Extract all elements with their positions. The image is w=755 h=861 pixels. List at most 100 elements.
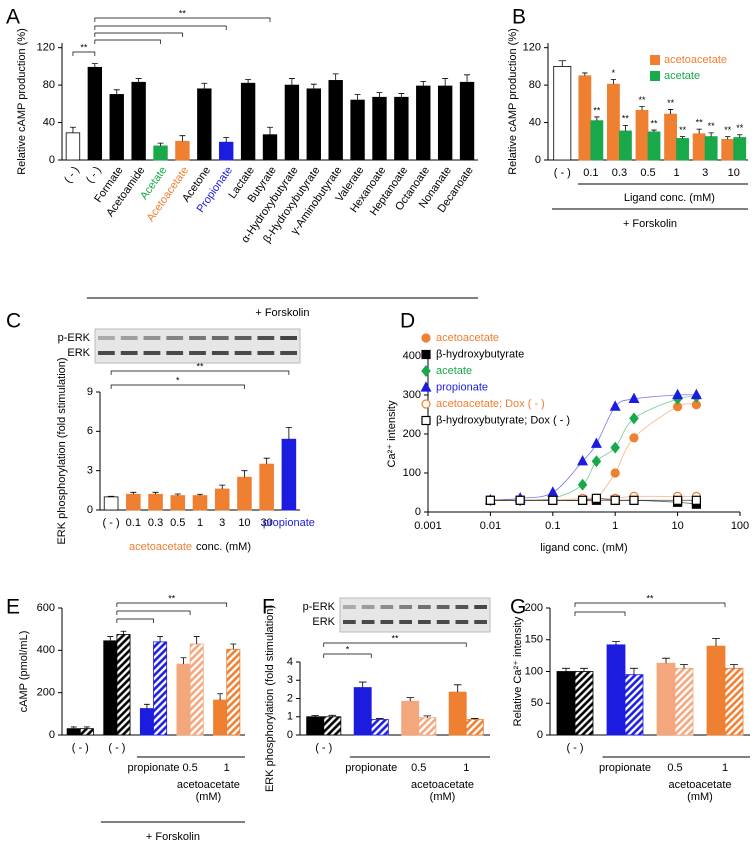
bar [281, 438, 297, 511]
error-bar [712, 638, 720, 647]
error-bar [622, 124, 629, 131]
x-tick-label: 0.5 [667, 762, 682, 774]
y-tick-label: 0 [535, 154, 541, 166]
error-bar [157, 636, 163, 642]
group-label: acetoacetate [411, 779, 474, 791]
x-tick-label: ( - ) [62, 165, 82, 186]
marker [629, 495, 639, 505]
x-axis-label-part: acetoacetate [129, 541, 192, 553]
group-label: (mM) [687, 791, 713, 803]
y-tick-label: 400 [403, 350, 421, 362]
bar [578, 75, 592, 161]
y-tick-label: 3 [287, 674, 293, 686]
y-tick-label: 120 [523, 42, 541, 54]
bar [401, 700, 420, 736]
x-tick-label: 1 [722, 762, 728, 774]
x-tick-label: 3 [702, 167, 708, 179]
significance-bracket [94, 32, 183, 37]
y-tick-label: 50 [531, 697, 543, 709]
error-bar [376, 718, 384, 720]
blot-band [474, 620, 487, 624]
legend-label: acetate [664, 70, 700, 82]
panel-letter: A [6, 6, 20, 29]
bar [416, 85, 431, 161]
x-tick-label: ( - ) [315, 742, 332, 754]
blot-band [143, 351, 161, 355]
y-tick-label: 0 [415, 506, 421, 518]
bar [353, 687, 372, 736]
x-tick-label: 10 [238, 517, 250, 529]
error-bar [730, 664, 738, 669]
legend-label: acetoacetate [664, 54, 727, 66]
x-tick-label: propionate [128, 762, 180, 774]
y-tick-label: 40 [529, 116, 541, 128]
panel-letter: F [262, 596, 275, 619]
significance-bracket [323, 653, 372, 658]
x-tick-label: 0.5 [640, 167, 655, 179]
blot-band [166, 336, 184, 340]
bar [556, 671, 576, 736]
y-tick-label: 40 [43, 116, 55, 128]
error-bar [594, 116, 600, 121]
x-axis-label: acetoacetate conc. (mM) [129, 541, 251, 553]
significance-label: ** [80, 42, 88, 52]
error-bar [288, 78, 295, 86]
error-bar [70, 726, 77, 729]
bar [284, 84, 300, 161]
legend-label: acetoacetate; Dox ( - ) [436, 398, 545, 410]
footnote: + Forskolin [146, 831, 200, 843]
blot-label: ERK [67, 347, 90, 359]
group-label: acetoacetate [669, 779, 732, 791]
error-bar [612, 641, 620, 645]
significance-label: ** [593, 105, 601, 115]
y-tick-label: 120 [37, 42, 55, 54]
blot-band [436, 605, 450, 609]
blot-band [211, 336, 229, 340]
blot-band [120, 336, 138, 340]
significance-bracket [574, 611, 626, 616]
bar [103, 496, 119, 511]
legend-label: β-hydroxybutyrate [436, 348, 524, 360]
error-bar [562, 667, 570, 672]
legend-marker [421, 399, 431, 409]
error-bar [179, 135, 186, 142]
bar [259, 463, 274, 511]
panel-letter: D [400, 310, 415, 333]
bar [139, 708, 154, 736]
y-tick-label: 200 [403, 428, 421, 440]
marker [629, 412, 639, 425]
x-tick-label: propionate [263, 517, 315, 529]
error-bar [108, 495, 115, 497]
blot-band [98, 336, 115, 340]
y-tick-label: 0 [49, 729, 55, 741]
error-bar [193, 636, 200, 644]
blot-band [280, 351, 297, 355]
significance-label: ** [622, 114, 630, 124]
bar [126, 493, 141, 511]
group-label: (mM) [196, 791, 222, 803]
error-bar [354, 94, 361, 101]
error-bar [376, 92, 383, 98]
bar [733, 137, 747, 161]
y-tick-label: 100 [525, 665, 543, 677]
significance-label: ** [196, 361, 204, 371]
bar [574, 671, 594, 736]
significance-bracket [94, 17, 271, 22]
error-bar [696, 128, 702, 134]
blot-band [120, 351, 138, 355]
x-tick-label: 0.001 [414, 520, 442, 532]
y-tick-label: 150 [525, 634, 543, 646]
marker [672, 388, 684, 400]
error-bar [582, 72, 588, 76]
error-bar [120, 630, 127, 635]
significance-bracket [110, 384, 245, 389]
bar [465, 719, 484, 736]
legend-label: propionate [436, 381, 488, 393]
significance-bracket [110, 370, 290, 375]
bar [240, 82, 256, 161]
panel-letter: G [510, 596, 526, 619]
x-axis-label: ligand conc. (mM) [540, 542, 627, 554]
x-tick-label: 1 [612, 520, 618, 532]
significance-label: ** [679, 125, 687, 135]
